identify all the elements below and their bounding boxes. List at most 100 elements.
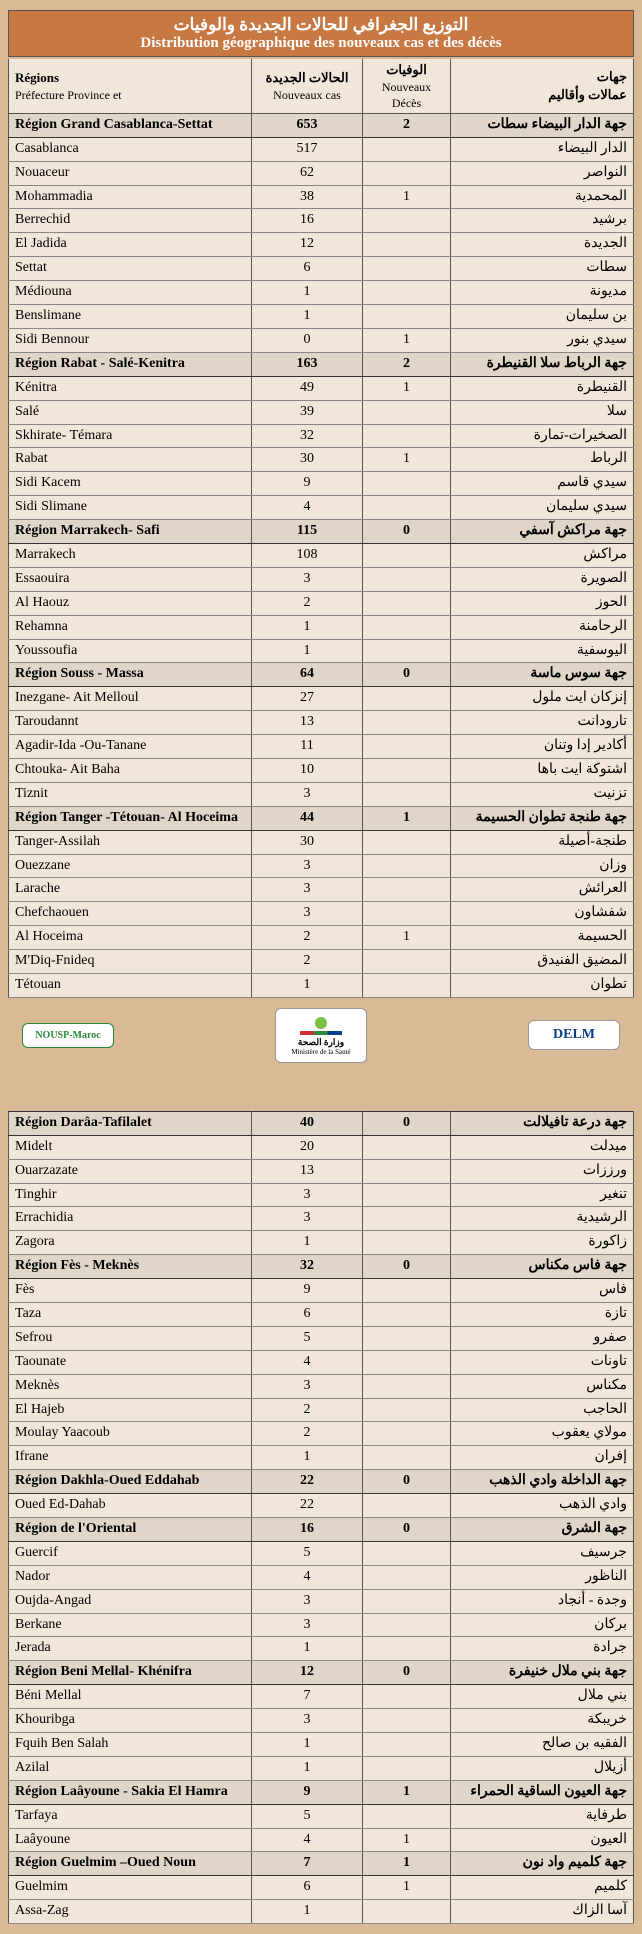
province-cases: 2	[252, 950, 363, 974]
province-fr: Oujda-Angad	[9, 1589, 252, 1613]
province-deaths	[363, 1446, 451, 1470]
province-deaths	[363, 687, 451, 711]
data-table: Régions Préfecture Province et الحالات ا…	[8, 59, 634, 998]
province-fr: Khouribga	[9, 1709, 252, 1733]
table-row: El Jadida12الجديدة	[9, 233, 634, 257]
province-fr: Salé	[9, 400, 252, 424]
province-cases: 22	[252, 1494, 363, 1518]
region-cases: 32	[252, 1255, 363, 1279]
province-ar: القنيطرة	[451, 376, 634, 400]
province-fr: Ouarzazate	[9, 1159, 252, 1183]
region-row: Région Fès - Meknès320جهة فاس مكناس	[9, 1255, 634, 1279]
province-deaths	[363, 1613, 451, 1637]
table-row: Kénitra491القنيطرة	[9, 376, 634, 400]
province-cases: 39	[252, 400, 363, 424]
province-ar: الرباط	[451, 448, 634, 472]
province-cases: 9	[252, 472, 363, 496]
province-deaths	[363, 1303, 451, 1327]
province-deaths: 1	[363, 448, 451, 472]
header-newcases-fr: Nouveaux cas	[258, 87, 356, 103]
province-cases: 3	[252, 878, 363, 902]
province-deaths: 1	[363, 328, 451, 352]
province-deaths	[363, 257, 451, 281]
region-cases: 9	[252, 1780, 363, 1804]
province-ar: طنجة-أصيلة	[451, 830, 634, 854]
region-deaths: 2	[363, 113, 451, 137]
province-deaths	[363, 615, 451, 639]
table-row: Azilal1أزيلال	[9, 1756, 634, 1780]
table-row: Inezgane- Ait Melloul27إنزكان ايت ملول	[9, 687, 634, 711]
region-cases: 40	[252, 1111, 363, 1135]
province-cases: 13	[252, 711, 363, 735]
province-ar: الرحامنة	[451, 615, 634, 639]
province-cases: 12	[252, 233, 363, 257]
province-fr: Jerada	[9, 1637, 252, 1661]
province-deaths	[363, 1231, 451, 1255]
province-deaths	[363, 1494, 451, 1518]
table-row: Khouribga3خريبكة	[9, 1709, 634, 1733]
table-row: Médiouna1مديونة	[9, 281, 634, 305]
region-row: Région Laâyoune - Sakia El Hamra91جهة ال…	[9, 1780, 634, 1804]
table-row: Nouaceur62النواصر	[9, 161, 634, 185]
province-deaths	[363, 782, 451, 806]
region-name-fr: Région Fès - Meknès	[9, 1255, 252, 1279]
province-deaths	[363, 1398, 451, 1422]
province-deaths	[363, 1422, 451, 1446]
table-row: Skhirate- Témara32الصخيرات-تمارة	[9, 424, 634, 448]
province-ar: سيدي سليمان	[451, 496, 634, 520]
province-ar: الدار البيضاء	[451, 137, 634, 161]
province-fr: Errachidia	[9, 1207, 252, 1231]
province-cases: 3	[252, 782, 363, 806]
header-newcases-ar: الحالات الجديدة	[258, 69, 356, 87]
province-ar: وزان	[451, 854, 634, 878]
province-fr: Ifrane	[9, 1446, 252, 1470]
title-french: Distribution géographique des nouveaux c…	[15, 35, 627, 52]
province-cases: 3	[252, 902, 363, 926]
page-2: Région Darâa-Tafilalet400جهة درعة تافيلا…	[0, 1101, 642, 1934]
province-deaths	[363, 711, 451, 735]
province-cases: 13	[252, 1159, 363, 1183]
province-fr: Tiznit	[9, 782, 252, 806]
region-name-fr: Région Tanger -Tétouan- Al Hoceima	[9, 806, 252, 830]
header-prefecture-ar: عمالات وأقاليم	[457, 86, 627, 104]
table-row: El Hajeb2الحاجب	[9, 1398, 634, 1422]
province-ar: تاونات	[451, 1350, 634, 1374]
province-deaths	[363, 1279, 451, 1303]
region-name-fr: Région Laâyoune - Sakia El Hamra	[9, 1780, 252, 1804]
region-name-fr: Région Dakhla-Oued Eddahab	[9, 1470, 252, 1494]
province-deaths	[363, 1756, 451, 1780]
region-deaths: 0	[363, 1470, 451, 1494]
province-cases: 4	[252, 1828, 363, 1852]
province-ar: الصويرة	[451, 567, 634, 591]
table-row: Oujda-Angad3وجدة - أنجاد	[9, 1589, 634, 1613]
province-fr: Tinghir	[9, 1183, 252, 1207]
region-deaths: 0	[363, 1518, 451, 1542]
province-cases: 38	[252, 185, 363, 209]
region-deaths: 0	[363, 1661, 451, 1685]
province-fr: Larache	[9, 878, 252, 902]
province-deaths	[363, 1183, 451, 1207]
province-fr: Skhirate- Témara	[9, 424, 252, 448]
province-fr: Sidi Bennour	[9, 328, 252, 352]
region-deaths: 2	[363, 352, 451, 376]
province-ar: العيون	[451, 1828, 634, 1852]
province-cases: 108	[252, 543, 363, 567]
province-fr: Rabat	[9, 448, 252, 472]
table-row: Sidi Kacem9سيدي قاسم	[9, 472, 634, 496]
province-cases: 1	[252, 973, 363, 997]
province-fr: Rehamna	[9, 615, 252, 639]
table-row: Chefchaouen3شفشاون	[9, 902, 634, 926]
province-cases: 62	[252, 161, 363, 185]
province-fr: Berrechid	[9, 209, 252, 233]
region-name-ar: جهة طنجة تطوان الحسيمة	[451, 806, 634, 830]
province-ar: تازة	[451, 1303, 634, 1327]
province-cases: 5	[252, 1326, 363, 1350]
region-deaths: 1	[363, 1780, 451, 1804]
province-ar: بني ملال	[451, 1685, 634, 1709]
province-deaths	[363, 424, 451, 448]
table-row: Tarfaya5طرفاية	[9, 1804, 634, 1828]
province-fr: Taza	[9, 1303, 252, 1327]
region-name-fr: Région Guelmim –Oued Noun	[9, 1852, 252, 1876]
table-row: Sidi Slimane4سيدي سليمان	[9, 496, 634, 520]
region-row: Région Beni Mellal- Khénifra120جهة بني م…	[9, 1661, 634, 1685]
